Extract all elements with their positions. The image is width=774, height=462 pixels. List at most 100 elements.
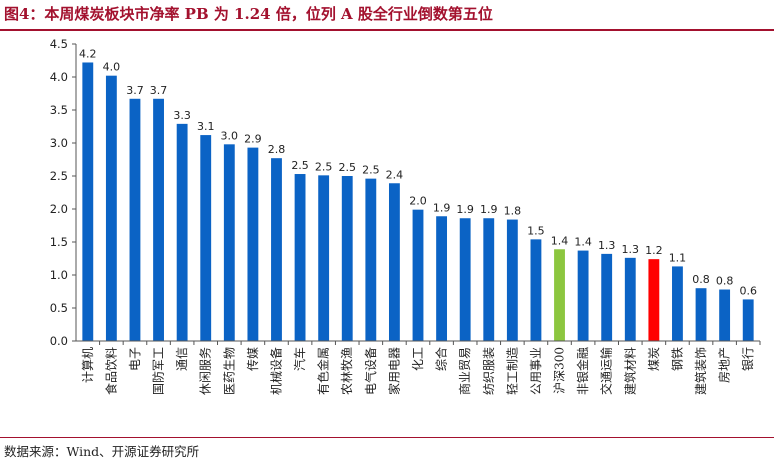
data-label: 4.0 xyxy=(103,61,121,74)
bar xyxy=(388,183,400,341)
y-tick-label: 1.5 xyxy=(50,235,68,249)
data-label: 1.9 xyxy=(433,201,451,214)
data-label: 0.8 xyxy=(716,275,734,288)
bar xyxy=(436,216,448,341)
x-tick-label: 煤炭 xyxy=(647,347,661,371)
bar xyxy=(412,209,424,341)
x-tick-label: 家用电器 xyxy=(386,347,401,395)
bar xyxy=(483,218,495,341)
bar xyxy=(554,249,565,341)
y-tick-label: 2.0 xyxy=(50,202,68,216)
data-label: 1.3 xyxy=(622,243,640,256)
x-tick-label: 房地产 xyxy=(717,347,732,383)
x-tick-label: 电子 xyxy=(128,347,142,371)
bar xyxy=(719,289,731,341)
y-axis: 0.0 0.5 1.0 1.5 2.0 2.5 3.0 3.5 4.0 4.5 xyxy=(50,37,77,348)
bar-chart: 0.0 0.5 1.0 1.5 2.0 2.5 3.0 3.5 4.0 4.5 4.2 4.0 3.7… xyxy=(50,37,761,395)
x-tick-label: 汽车 xyxy=(292,347,307,371)
bar xyxy=(506,219,518,341)
x-tick-label: 建筑装饰 xyxy=(693,347,708,395)
y-tick-label: 0.5 xyxy=(50,301,68,315)
x-tick-label: 休闲服务 xyxy=(198,347,213,395)
bar xyxy=(294,174,306,341)
data-label: 2.5 xyxy=(362,164,380,177)
bar xyxy=(341,176,353,341)
data-label: 2.5 xyxy=(291,159,309,172)
y-tick-label: 3.0 xyxy=(50,136,68,150)
y-tick-label: 3.5 xyxy=(50,103,68,117)
source-divider xyxy=(0,437,774,438)
data-label: 1.9 xyxy=(480,203,498,216)
x-tick-label: 沪深300 xyxy=(553,347,567,394)
x-tick-label: 公用事业 xyxy=(529,347,543,395)
bar xyxy=(247,147,259,341)
data-source-note: 数据来源：Wind、开源证券研究所 xyxy=(4,444,200,459)
data-label: 1.2 xyxy=(645,244,663,257)
data-label: 2.8 xyxy=(268,143,286,156)
data-label: 2.9 xyxy=(244,133,262,146)
x-tick-label: 综合 xyxy=(434,347,449,371)
x-tick-label: 轻工制造 xyxy=(505,347,519,395)
bar xyxy=(624,257,636,341)
data-label: 1.8 xyxy=(504,205,522,218)
bar xyxy=(742,299,754,341)
title-divider xyxy=(0,29,774,31)
x-tick-label: 建筑材料 xyxy=(622,347,637,395)
data-label: 1.1 xyxy=(669,251,687,264)
x-tick-label: 国防军工 xyxy=(151,347,166,395)
data-label: 4.2 xyxy=(79,47,97,60)
x-tick-label: 通信 xyxy=(175,347,189,371)
data-label: 3.0 xyxy=(221,129,239,142)
bar xyxy=(695,288,707,341)
chart-title: 图4：本周煤炭板块市净率 PB 为 1.24 倍，位列 A 股全行业倒数第五位 xyxy=(4,5,493,23)
x-tick-label: 商业贸易 xyxy=(457,347,472,395)
bar xyxy=(672,266,683,341)
data-label: 3.7 xyxy=(126,84,144,97)
x-tick-label: 农林牧渔 xyxy=(340,347,354,395)
data-label: 1.3 xyxy=(598,239,616,252)
bar xyxy=(105,75,117,342)
x-tick-label: 化工 xyxy=(411,347,425,371)
bar xyxy=(601,253,613,341)
x-tick-label: 食品饮料 xyxy=(103,347,118,395)
bar xyxy=(459,218,471,341)
data-label: 2.5 xyxy=(338,161,356,174)
bar xyxy=(223,144,235,341)
data-label: 2.0 xyxy=(409,195,427,208)
x-tick-label: 电气设备 xyxy=(363,347,378,395)
x-tick-label: 银行 xyxy=(741,347,755,371)
data-labels: 4.2 4.0 3.7 3.7 3.3 3.1 3.0 2.9 2.8 2.5 2.5 2.5 2.5 2… xyxy=(79,47,757,297)
x-axis: 计算机 食品饮料 电子 国防军工 通信 休闲服务 医药生物 传媒 机械设备 汽车 有色金属 农林牧渔电… xyxy=(76,340,761,395)
bar xyxy=(648,259,660,341)
data-label: 1.9 xyxy=(456,203,474,216)
y-tick-label: 4.0 xyxy=(50,70,68,84)
x-tick-label: 钢铁 xyxy=(670,347,684,371)
data-label: 0.8 xyxy=(692,273,710,286)
x-tick-label: 交通运输 xyxy=(599,347,614,395)
bar xyxy=(82,62,94,341)
data-label: 3.1 xyxy=(197,120,215,133)
bar xyxy=(200,135,212,341)
x-tick-label: 非银金融 xyxy=(575,347,590,395)
bar xyxy=(176,123,188,341)
data-label: 3.7 xyxy=(150,84,168,97)
data-label: 1.4 xyxy=(551,234,569,247)
y-tick-label: 1.0 xyxy=(50,268,68,282)
y-tick-label: 4.5 xyxy=(50,37,68,51)
bar xyxy=(577,250,589,341)
x-tick-label: 医药生物 xyxy=(222,347,236,395)
y-tick-label: 0.0 xyxy=(50,334,68,348)
x-tick-label: 有色金属 xyxy=(316,347,331,395)
data-label: 3.3 xyxy=(173,109,191,122)
bar-series xyxy=(82,62,754,342)
x-tick-label: 传媒 xyxy=(245,347,260,371)
x-tick-label: 纺织服装 xyxy=(482,347,496,395)
bar xyxy=(271,158,282,341)
bar xyxy=(153,98,164,341)
data-label: 2.4 xyxy=(386,168,404,181)
x-tick-label: 机械设备 xyxy=(268,347,283,395)
bar xyxy=(129,98,141,341)
bar xyxy=(365,178,377,341)
data-label: 1.5 xyxy=(527,224,545,237)
data-label: 0.6 xyxy=(739,284,757,297)
